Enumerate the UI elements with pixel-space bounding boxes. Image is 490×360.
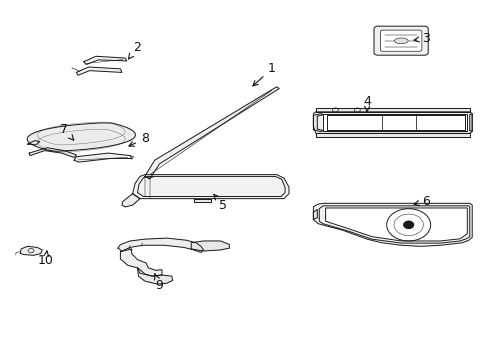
Polygon shape <box>74 153 132 162</box>
Text: 1: 1 <box>253 62 276 86</box>
Polygon shape <box>316 134 470 137</box>
Polygon shape <box>20 246 42 255</box>
Polygon shape <box>191 241 229 251</box>
Text: 7: 7 <box>60 123 74 140</box>
Text: 5: 5 <box>214 194 227 212</box>
Polygon shape <box>316 108 470 112</box>
FancyBboxPatch shape <box>374 26 428 55</box>
Polygon shape <box>29 148 76 157</box>
Polygon shape <box>84 56 127 64</box>
Text: 9: 9 <box>154 274 164 292</box>
Text: 4: 4 <box>363 95 371 111</box>
Polygon shape <box>118 238 203 252</box>
Text: 10: 10 <box>38 251 53 267</box>
Polygon shape <box>133 175 289 199</box>
Text: 6: 6 <box>414 195 430 208</box>
Polygon shape <box>314 112 472 134</box>
Polygon shape <box>314 203 472 246</box>
Polygon shape <box>121 249 162 276</box>
Polygon shape <box>194 199 211 202</box>
Polygon shape <box>314 114 323 132</box>
FancyBboxPatch shape <box>380 30 422 51</box>
Polygon shape <box>145 87 279 179</box>
Text: 3: 3 <box>414 32 430 45</box>
Polygon shape <box>470 114 472 132</box>
Polygon shape <box>314 210 318 220</box>
Polygon shape <box>122 194 140 207</box>
Text: 2: 2 <box>128 41 142 59</box>
Polygon shape <box>326 208 467 241</box>
Polygon shape <box>27 123 135 151</box>
Polygon shape <box>323 114 467 131</box>
Text: 8: 8 <box>129 132 149 146</box>
Circle shape <box>404 221 414 228</box>
Polygon shape <box>76 67 122 75</box>
Polygon shape <box>138 268 172 284</box>
Ellipse shape <box>394 38 408 44</box>
Polygon shape <box>27 140 40 145</box>
